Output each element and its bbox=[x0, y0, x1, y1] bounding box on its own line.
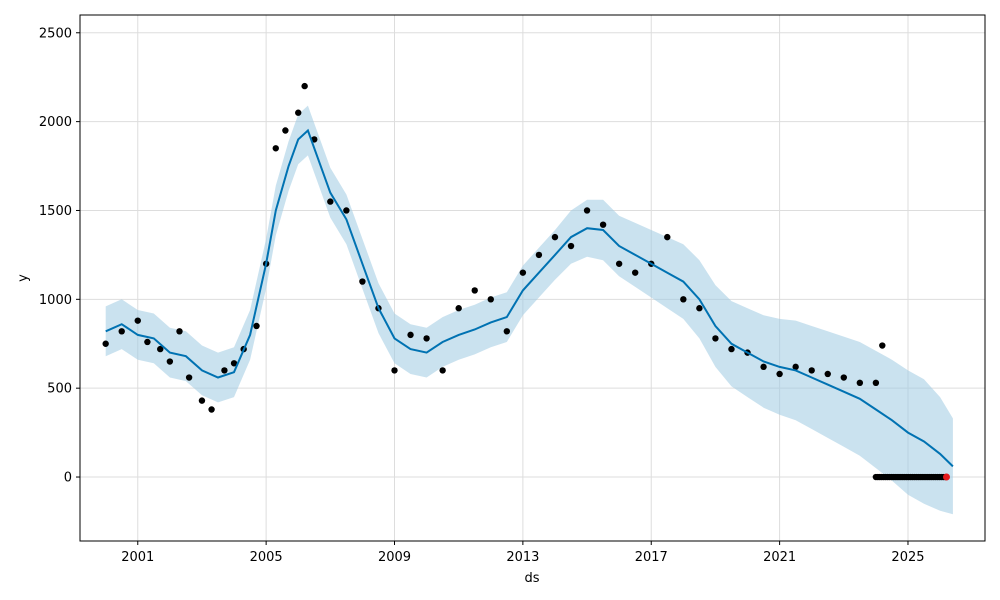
observed-point bbox=[157, 345, 164, 353]
observed-point bbox=[760, 363, 767, 371]
observed-point bbox=[487, 296, 494, 303]
observed-point bbox=[872, 379, 880, 387]
observed-point bbox=[471, 287, 478, 294]
observed-point bbox=[439, 367, 446, 374]
x-tick-label: 2017 bbox=[635, 550, 668, 565]
observed-point bbox=[282, 127, 289, 134]
highlight-layer bbox=[942, 473, 950, 481]
observed-point bbox=[423, 335, 430, 342]
observed-point bbox=[253, 322, 260, 330]
highlight-point bbox=[942, 473, 950, 481]
observed-point bbox=[879, 342, 886, 349]
observed-point bbox=[118, 328, 125, 335]
observed-point bbox=[599, 221, 607, 228]
y-tick-label: 2000 bbox=[39, 115, 72, 130]
observed-point bbox=[824, 370, 831, 378]
observed-point bbox=[134, 317, 141, 324]
observed-point bbox=[359, 278, 366, 285]
observed-point bbox=[567, 242, 575, 250]
observed-point bbox=[776, 370, 783, 378]
observed-point bbox=[272, 145, 279, 152]
y-tick-label: 2500 bbox=[39, 26, 72, 41]
x-tick-label: 2009 bbox=[378, 550, 411, 565]
observed-point bbox=[176, 328, 183, 335]
y-tick-label: 1500 bbox=[39, 204, 72, 219]
observed-point bbox=[535, 251, 543, 259]
x-tick-label: 2013 bbox=[506, 550, 539, 565]
y-tick-label: 500 bbox=[47, 382, 72, 397]
x-tick-label: 2021 bbox=[763, 550, 796, 565]
observed-point bbox=[455, 305, 462, 312]
observed-point bbox=[519, 269, 527, 276]
x-tick-label: 2025 bbox=[891, 550, 924, 565]
observed-point bbox=[343, 207, 350, 214]
observed-point bbox=[144, 338, 151, 346]
observed-point bbox=[712, 335, 719, 342]
y-tick-label: 0 bbox=[64, 471, 72, 486]
observed-point bbox=[503, 328, 511, 335]
observed-point bbox=[664, 233, 671, 241]
observed-point bbox=[301, 82, 308, 90]
observed-point bbox=[166, 358, 174, 365]
y-tick-label: 1000 bbox=[39, 293, 72, 308]
observed-point bbox=[631, 269, 639, 276]
observed-point bbox=[840, 374, 847, 381]
observed-point bbox=[102, 340, 109, 347]
observed-point bbox=[856, 379, 864, 387]
observed-point bbox=[327, 198, 334, 205]
observed-point bbox=[407, 331, 414, 339]
observed-point bbox=[551, 233, 559, 241]
observed-point bbox=[185, 374, 193, 381]
observed-point bbox=[615, 260, 623, 267]
observed-point bbox=[680, 296, 687, 303]
forecast-line-layer bbox=[105, 128, 954, 468]
observed-point bbox=[208, 406, 215, 413]
observed-point bbox=[198, 397, 206, 404]
observed-point bbox=[696, 305, 703, 312]
tick-layer: 2001 2005 2009 2013 2017 2021 2025 0 500 1000 1500… bbox=[39, 26, 925, 565]
observed-point bbox=[583, 207, 591, 214]
observed-point bbox=[792, 363, 799, 371]
x-axis-title: ds bbox=[524, 571, 539, 586]
forecast-line bbox=[105, 128, 954, 468]
observed-point bbox=[295, 109, 302, 116]
y-axis-title: y bbox=[16, 274, 31, 282]
observed-point bbox=[221, 367, 228, 374]
observed-point bbox=[808, 367, 815, 374]
observed-point bbox=[391, 367, 398, 374]
observed-point bbox=[728, 345, 735, 353]
x-tick-label: 2005 bbox=[250, 550, 283, 565]
observed-points-layer bbox=[102, 82, 949, 481]
observed-point bbox=[230, 360, 238, 367]
x-tick-label: 2001 bbox=[121, 550, 154, 565]
plot-frame bbox=[79, 14, 986, 542]
